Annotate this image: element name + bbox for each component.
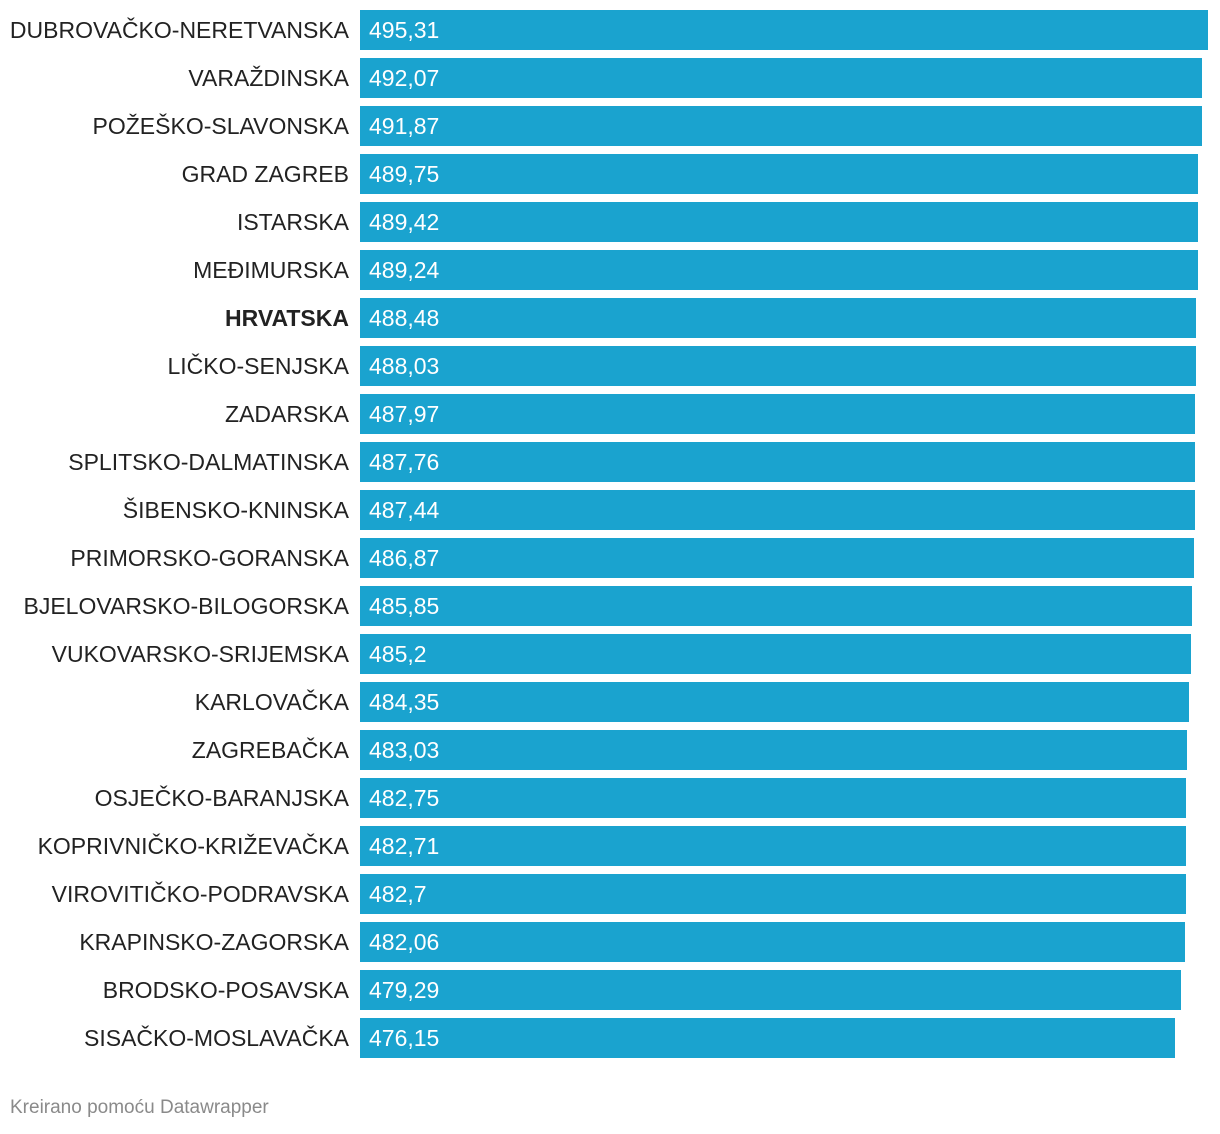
- category-label: GRAD ZAGREB: [181, 161, 349, 187]
- category-label: ZADARSKA: [225, 401, 349, 427]
- category-label: VARAŽDINSKA: [188, 65, 349, 91]
- value-label: 476,15: [369, 1025, 440, 1051]
- value-label: 482,71: [369, 833, 440, 859]
- bar: [360, 826, 1186, 866]
- bar: [360, 298, 1196, 338]
- value-label: 487,76: [369, 449, 440, 475]
- category-label: HRVATSKA: [225, 305, 349, 331]
- value-label: 485,85: [369, 593, 440, 619]
- bar: [360, 922, 1185, 962]
- category-label: LIČKO-SENJSKA: [167, 353, 350, 379]
- bar-row: ZADARSKA 487,97: [0, 394, 1220, 434]
- value-label: 483,03: [369, 737, 440, 763]
- bar: [360, 106, 1202, 146]
- bar-row: ŠIBENSKO-KNINSKA 487,44: [0, 490, 1220, 530]
- bar-row: BRODSKO-POSAVSKA 479,29: [0, 970, 1220, 1010]
- category-label: PRIMORSKO-GORANSKA: [70, 545, 349, 571]
- bar-row: KOPRIVNIČKO-KRIŽEVAČKA 482,71: [0, 826, 1220, 866]
- bar-row: LIČKO-SENJSKA 488,03: [0, 346, 1220, 386]
- category-label: ŠIBENSKO-KNINSKA: [122, 497, 349, 523]
- bar-row: HRVATSKA 488,48: [0, 298, 1220, 338]
- value-label: 487,97: [369, 401, 440, 427]
- value-label: 495,31: [369, 17, 440, 43]
- bar-chart: DUBROVAČKO-NERETVANSKA 495,31 VARAŽDINSKA 4…: [0, 10, 1220, 1058]
- value-label: 488,03: [369, 353, 440, 379]
- bar-row: VIROVITIČKO-PODRAVSKA 482,7: [0, 874, 1220, 914]
- bar: [360, 682, 1189, 722]
- category-label: VUKOVARSKO-SRIJEMSKA: [51, 641, 349, 667]
- bar-row: VUKOVARSKO-SRIJEMSKA 485,2: [0, 634, 1220, 674]
- bar-row: ZAGREBAČKA 483,03: [0, 730, 1220, 770]
- bar-row: GRAD ZAGREB 489,75: [0, 154, 1220, 194]
- bar: [360, 154, 1198, 194]
- category-label: BJELOVARSKO-BILOGORSKA: [23, 593, 349, 619]
- bar-row: KARLOVAČKA 484,35: [0, 682, 1220, 722]
- bar: [360, 490, 1195, 530]
- bar: [360, 586, 1192, 626]
- bar: [360, 10, 1208, 50]
- bar: [360, 970, 1181, 1010]
- bar: [360, 58, 1202, 98]
- bar: [360, 1018, 1175, 1058]
- value-label: 489,24: [369, 257, 440, 283]
- value-label: 482,75: [369, 785, 440, 811]
- bar-row: DUBROVAČKO-NERETVANSKA 495,31: [0, 10, 1220, 50]
- bar: [360, 394, 1195, 434]
- category-label: OSJEČKO-BARANJSKA: [94, 785, 349, 811]
- value-label: 482,06: [369, 929, 440, 955]
- category-label: VIROVITIČKO-PODRAVSKA: [51, 881, 349, 907]
- bar: [360, 250, 1198, 290]
- bar-row: SISAČKO-MOSLAVAČKA 476,15: [0, 1018, 1220, 1058]
- bar: [360, 874, 1186, 914]
- category-label: POŽEŠKO-SLAVONSKA: [92, 113, 349, 139]
- category-label: ISTARSKA: [236, 209, 349, 235]
- bar: [360, 538, 1194, 578]
- bar-row: KRAPINSKO-ZAGORSKA 482,06: [0, 922, 1220, 962]
- bar: [360, 202, 1198, 242]
- bar-row: ISTARSKA 489,42: [0, 202, 1220, 242]
- category-label: KARLOVAČKA: [194, 689, 349, 715]
- value-label: 479,29: [369, 977, 440, 1003]
- value-label: 488,48: [369, 305, 440, 331]
- bar-row: OSJEČKO-BARANJSKA 482,75: [0, 778, 1220, 818]
- category-label: KRAPINSKO-ZAGORSKA: [79, 929, 349, 955]
- category-label: DUBROVAČKO-NERETVANSKA: [9, 17, 349, 43]
- value-label: 489,75: [369, 161, 440, 187]
- value-label: 485,2: [369, 641, 427, 667]
- bar: [360, 442, 1195, 482]
- bar-row: BJELOVARSKO-BILOGORSKA 485,85: [0, 586, 1220, 626]
- category-label: SISAČKO-MOSLAVAČKA: [84, 1025, 349, 1051]
- bar: [360, 730, 1187, 770]
- value-label: 484,35: [369, 689, 440, 715]
- value-label: 492,07: [369, 65, 440, 91]
- bar-row: MEĐIMURSKA 489,24: [0, 250, 1220, 290]
- bar: [360, 346, 1196, 386]
- value-label: 482,7: [369, 881, 427, 907]
- footer-credit[interactable]: Kreirano pomoću Datawrapper: [10, 1097, 269, 1118]
- bar: [360, 778, 1186, 818]
- value-label: 486,87: [369, 545, 440, 571]
- bar-row: SPLITSKO-DALMATINSKA 487,76: [0, 442, 1220, 482]
- category-label: BRODSKO-POSAVSKA: [102, 977, 349, 1003]
- bar-row: PRIMORSKO-GORANSKA 486,87: [0, 538, 1220, 578]
- bar: [360, 634, 1191, 674]
- category-label: SPLITSKO-DALMATINSKA: [68, 449, 349, 475]
- value-label: 491,87: [369, 113, 440, 139]
- bar-row: VARAŽDINSKA 492,07: [0, 58, 1220, 98]
- category-label: KOPRIVNIČKO-KRIŽEVAČKA: [37, 833, 349, 859]
- bar-row: POŽEŠKO-SLAVONSKA 491,87: [0, 106, 1220, 146]
- value-label: 489,42: [369, 209, 440, 235]
- category-label: ZAGREBAČKA: [191, 737, 349, 763]
- category-label: MEĐIMURSKA: [193, 257, 349, 283]
- value-label: 487,44: [369, 497, 440, 523]
